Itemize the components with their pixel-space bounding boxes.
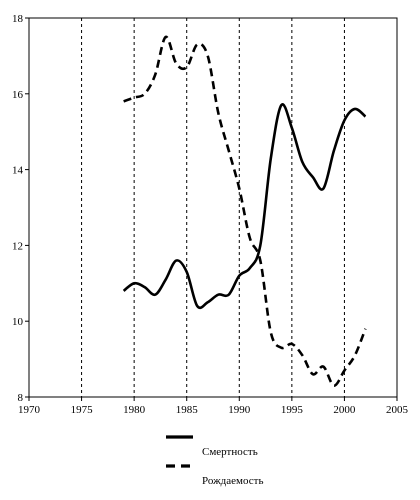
x-tick-label-2005: 2005 (386, 404, 409, 416)
series-lines (122, 35, 367, 387)
x-tick-label-1995: 1995 (281, 404, 304, 416)
series-line-1 (122, 103, 367, 310)
series-line-2 (123, 35, 367, 387)
y-tick-label-10: 10 (12, 316, 24, 328)
x-tick-label-1985: 1985 (176, 404, 199, 416)
y-tick-label-12: 12 (12, 240, 23, 252)
x-tick-label-1990: 1990 (228, 404, 251, 416)
y-tick-label-16: 16 (12, 89, 24, 101)
legend-label-1: Смертность (202, 446, 258, 458)
y-axis-ticks: 8 10 12 14 16 18 (12, 13, 29, 404)
x-axis-ticks: 1970 1975 1980 1985 1990 1995 2000 2005 (18, 397, 409, 416)
legend: Смертность Рождаемость (166, 435, 263, 487)
x-tick-label-1980: 1980 (123, 404, 146, 416)
legend-label-2: Рождаемость (202, 475, 263, 487)
x-tick-label-2000: 2000 (333, 404, 356, 416)
y-tick-label-8: 8 (18, 392, 24, 404)
x-tick-label-1970: 1970 (18, 404, 41, 416)
x-tick-label-1975: 1975 (71, 404, 94, 416)
y-tick-label-14: 14 (12, 165, 24, 177)
plot-area-frame (28, 17, 398, 398)
y-tick-label-18: 18 (12, 13, 24, 25)
